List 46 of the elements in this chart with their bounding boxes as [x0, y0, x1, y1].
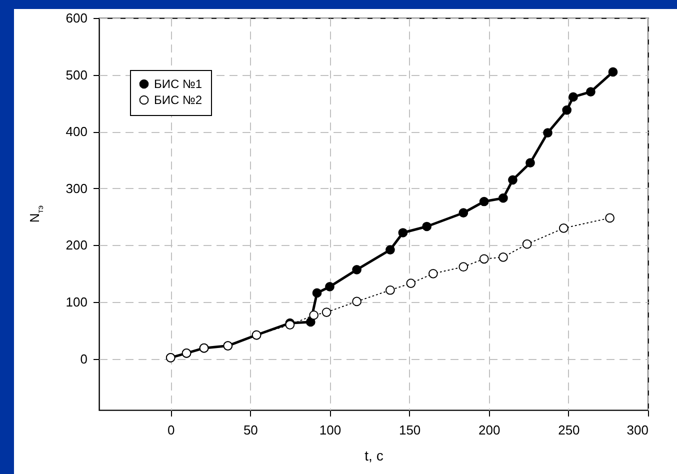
- point: [562, 105, 572, 115]
- y-tick-label: 600: [66, 10, 88, 26]
- point: [605, 213, 614, 223]
- point: [352, 296, 362, 306]
- point: [352, 265, 362, 274]
- point: [386, 285, 395, 295]
- point: [322, 308, 332, 317]
- x-tick-label: 100: [319, 422, 342, 438]
- point: [398, 228, 408, 238]
- point: [568, 92, 578, 102]
- point: [508, 175, 518, 185]
- point: [458, 262, 468, 272]
- y-tick-label: 100: [66, 294, 88, 310]
- y-tick-label: 500: [66, 67, 88, 82]
- x-tick-label: 300: [626, 422, 648, 438]
- y-tick-label: 200: [66, 238, 88, 253]
- x-axis-title: t, c: [364, 448, 384, 464]
- y-tick-label: 300: [66, 180, 88, 196]
- point: [458, 208, 468, 218]
- point: [608, 67, 618, 77]
- point: [543, 128, 552, 138]
- point: [558, 224, 568, 233]
- y-tick-label: 0: [80, 351, 88, 366]
- y-tick-label: 400: [66, 124, 88, 140]
- x-tick-label: 200: [478, 422, 500, 438]
- point: [406, 278, 416, 288]
- legend-label: БИС №2: [154, 93, 202, 107]
- point: [526, 158, 535, 168]
- point: [306, 317, 316, 327]
- point: [498, 252, 508, 262]
- point: [309, 310, 319, 320]
- x-tick-label: 250: [558, 422, 580, 438]
- x-tick-label: 50: [243, 422, 258, 438]
- point: [479, 196, 489, 206]
- legend-label: БИС №1: [154, 77, 202, 91]
- point: [422, 222, 432, 232]
- point: [522, 239, 532, 249]
- x-tick-label: 0: [167, 422, 175, 438]
- point: [428, 268, 438, 278]
- point: [586, 87, 596, 97]
- x-tick-label: 150: [398, 422, 421, 438]
- point: [312, 288, 322, 298]
- point: [325, 282, 334, 292]
- point: [498, 193, 508, 203]
- point: [386, 245, 395, 254]
- point: [479, 254, 489, 264]
